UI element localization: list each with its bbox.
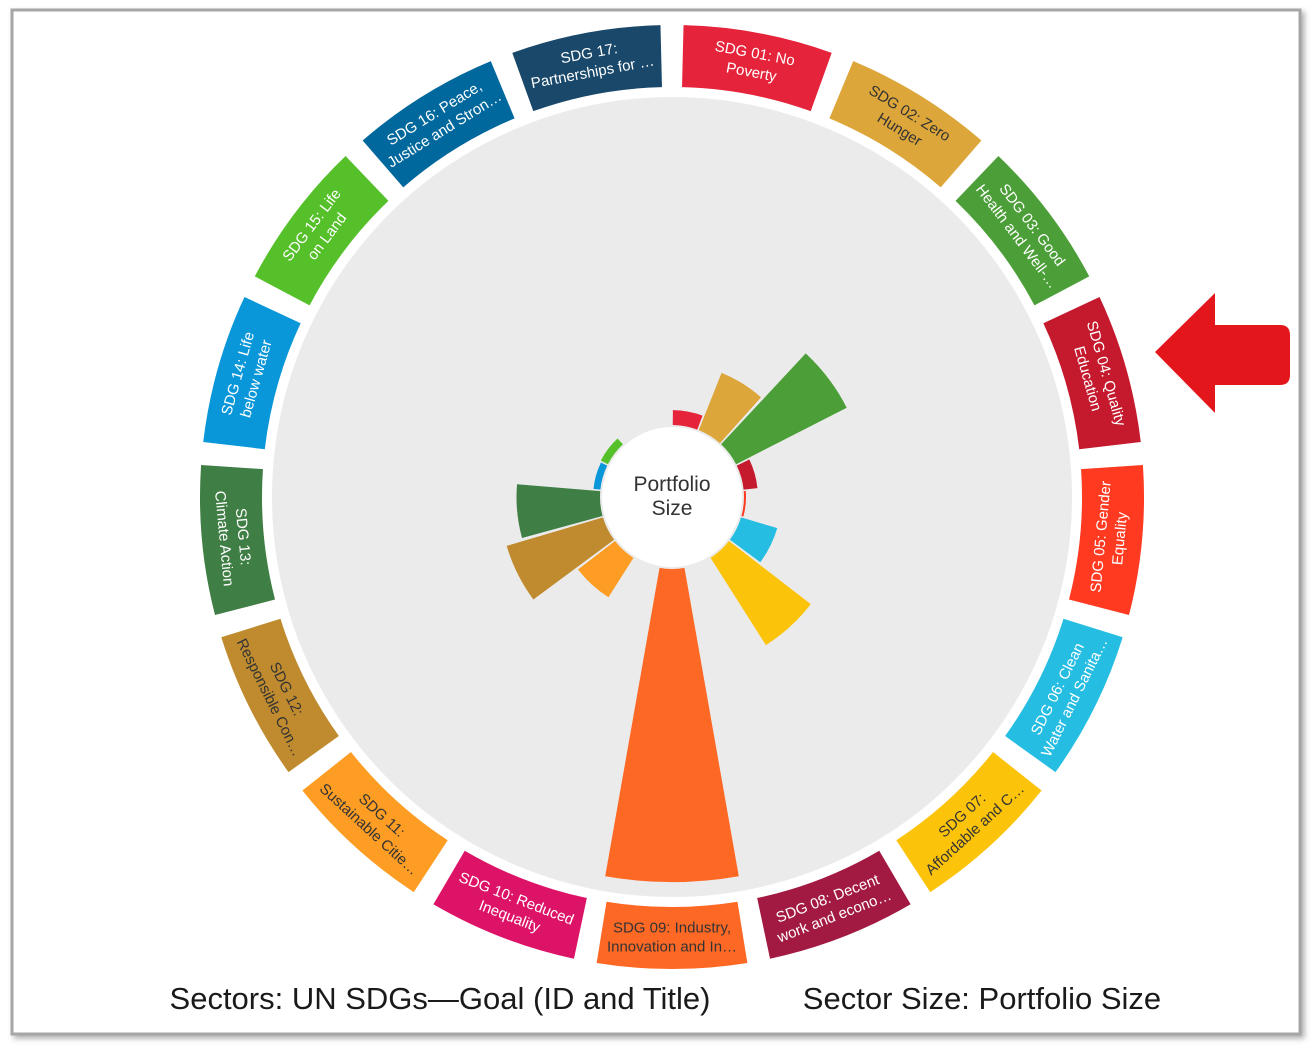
sector-label-band: [596, 901, 748, 970]
bar: [593, 462, 608, 490]
sector-label-band: [1043, 296, 1141, 450]
sector-label-band: [221, 618, 339, 773]
bar: [721, 353, 847, 465]
sector-label-band: [254, 156, 389, 306]
text-line: SDG 13:: [232, 507, 254, 566]
bar: [672, 410, 703, 430]
sector-label-band: [362, 61, 515, 188]
sector-label-band: [1005, 618, 1123, 773]
bar: [736, 459, 758, 490]
sector-label-band: [757, 850, 911, 959]
bar: [578, 540, 634, 598]
sector-label: SDG 09: Industry, Innovation and In…: [607, 919, 737, 955]
sector-label-band: [829, 61, 982, 188]
text-line: SDG 09: Industry,: [613, 919, 731, 936]
text-line: Size: [652, 497, 693, 520]
sector-label-band: [1068, 464, 1144, 616]
bar: [605, 567, 739, 883]
sector-label-band: [682, 25, 832, 112]
bar: [729, 517, 778, 563]
caption-sectors: Sectors: UN SDGs—Goal (ID and Title): [170, 981, 711, 1016]
bar: [710, 540, 811, 646]
sector-label-band: [203, 296, 301, 450]
bars: [506, 353, 847, 883]
bar: [506, 517, 615, 600]
bar: [600, 438, 623, 465]
center-label: Portfolio Size: [633, 473, 710, 520]
bar: [741, 490, 746, 517]
pointer-arrow: [1155, 293, 1290, 413]
bar: [698, 372, 761, 444]
sector-label-band: [433, 850, 587, 959]
text-line: Innovation and In…: [607, 938, 737, 955]
sector-label-band: [896, 752, 1042, 893]
caption-size: Sector Size: Portfolio Size: [803, 981, 1161, 1016]
sector-label-band: [199, 464, 276, 616]
sector-label-band: [955, 156, 1090, 306]
sector-label-band: [302, 752, 448, 893]
text-line: Portfolio: [633, 473, 710, 496]
sector-label-band: [512, 25, 662, 112]
center-hole: [602, 427, 742, 567]
bar: [516, 484, 603, 538]
text-line: Equality: [1109, 511, 1131, 566]
